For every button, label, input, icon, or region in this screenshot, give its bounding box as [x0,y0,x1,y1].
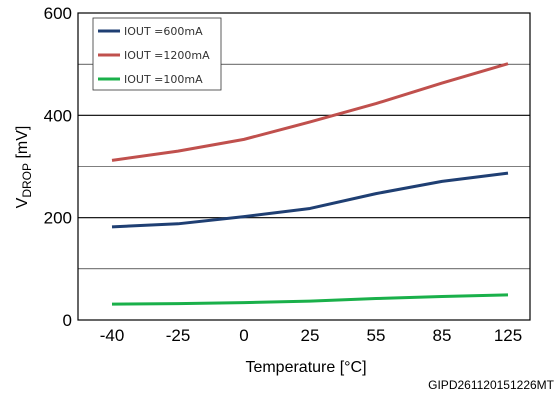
y-tick-labels: 0 200 400 600 [44,4,72,330]
x-tick-label: 0 [239,326,248,345]
y-tick-label: 400 [44,106,72,125]
y-axis-label-unit: [mV] [14,126,31,163]
series-lines [111,62,509,306]
x-tick-label: 55 [367,326,386,345]
x-tick-label: 25 [301,326,320,345]
gridlines [78,63,530,270]
y-axis-label: VDROP [mV] [14,126,34,209]
legend-label: IOUT =1200mA [124,49,210,62]
x-tick-label: 125 [494,326,522,345]
y-axis-label-main: V [14,197,31,208]
series-line-2 [111,293,509,306]
x-tick-label: -25 [166,326,191,345]
legend-label: IOUT =100mA [124,73,203,86]
legend: IOUT =600mA IOUT =1200mA IOUT =100mA [92,17,222,91]
y-tick-label: 600 [44,4,72,23]
y-axis-label-sub: DROP [20,163,34,198]
figure-code: GIPD261120151226MT [428,378,555,392]
plot-area [77,12,531,321]
x-tick-labels: -40 -25 0 25 55 85 125 [100,326,522,345]
legend-label: IOUT =600mA [124,25,203,38]
x-axis-label: Temperature [°C] [245,359,366,376]
x-tick-label: 85 [433,326,452,345]
y-tick-label: 0 [63,311,72,330]
x-tick-label: -40 [100,326,125,345]
series-line-1 [111,62,509,162]
y-tick-label: 200 [44,209,72,228]
series-line-0 [111,171,509,229]
